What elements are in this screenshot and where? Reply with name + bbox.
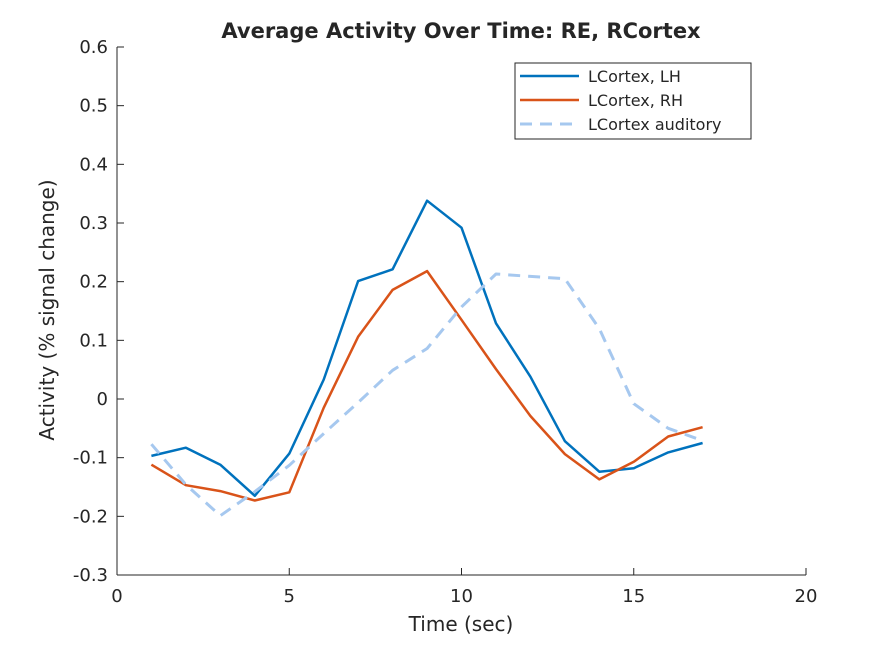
series-line-2 (150, 269, 703, 502)
x-tick-label: 20 (795, 586, 818, 607)
y-tick-label: -0.2 (73, 506, 108, 527)
y-tick-label: 0.4 (79, 154, 108, 175)
x-tick-label: 15 (622, 586, 645, 607)
y-tick-label: -0.3 (73, 565, 108, 586)
chart-title: Average Activity Over Time: RE, RCortex (221, 19, 701, 43)
x-tick-label: 5 (284, 586, 295, 607)
legend: LCortex, LH LCortex, RH LCortex auditory (514, 62, 752, 140)
series-line-1 (151, 199, 703, 498)
y-tick-label: 0.5 (79, 96, 108, 117)
x-tick-label: 10 (450, 586, 473, 607)
series-lines (150, 199, 704, 518)
y-tick-label: -0.1 (73, 448, 108, 469)
x-tick-label: 0 (111, 586, 122, 607)
legend-label-2: LCortex, RH (588, 91, 683, 110)
y-tick-label: 0.1 (79, 330, 108, 351)
legend-label-3: LCortex auditory (588, 115, 722, 134)
legend-label-1: LCortex, LH (588, 67, 681, 86)
y-tick-label: 0.2 (79, 272, 108, 293)
y-tick-label: 0.3 (79, 213, 108, 234)
y-tick-label: 0 (97, 389, 108, 410)
y-tick-label: 0.6 (79, 37, 108, 58)
axes: 0 5 10 15 20 -0.3 -0.2 -0.1 0 0.1 0.2 0.3 0.4 0.5 0.6 (73, 37, 818, 607)
x-axis-label: Time (sec) (408, 612, 514, 636)
series-line-3 (150, 272, 704, 518)
y-axis-label: Activity (% signal change) (35, 179, 59, 440)
